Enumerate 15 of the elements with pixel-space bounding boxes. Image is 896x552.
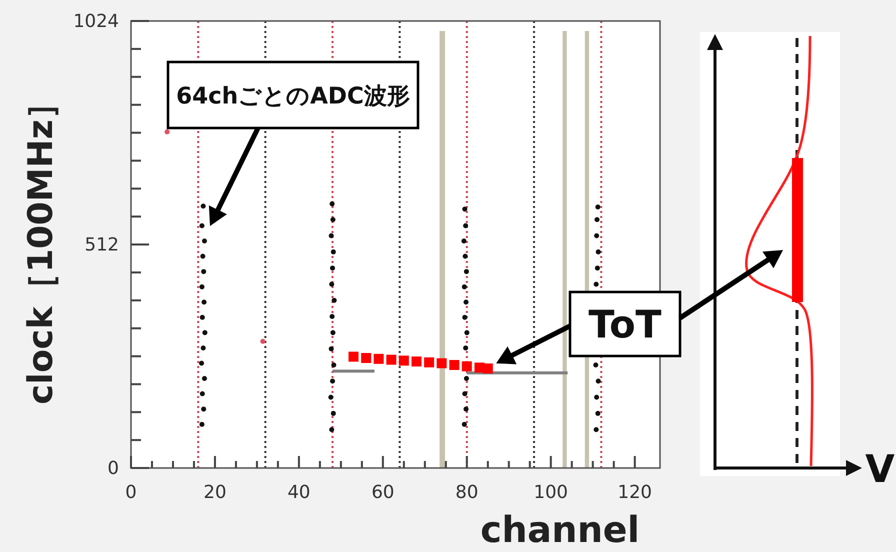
y-tick-label: 512 — [84, 234, 119, 256]
x-tick-label: 120 — [618, 482, 652, 503]
x-tick-label: 100 — [534, 482, 568, 503]
x-tick-label: 20 — [204, 482, 226, 503]
annotation: 64chごとのADC波形 — [176, 83, 410, 110]
y-tick-label: 0 — [108, 458, 119, 479]
x-tick-label: 0 — [125, 482, 137, 503]
x-axis-title: channel — [480, 510, 640, 551]
y-tick-label: 1024 — [73, 11, 119, 32]
text: V — [865, 447, 896, 491]
x-tick-label: 80 — [455, 482, 478, 503]
x-tick-label: 60 — [371, 482, 394, 503]
y-axis-title: clock［100MHz］ — [21, 86, 61, 404]
annotation: ToT — [588, 302, 662, 347]
x-tick-label: 40 — [287, 482, 310, 503]
